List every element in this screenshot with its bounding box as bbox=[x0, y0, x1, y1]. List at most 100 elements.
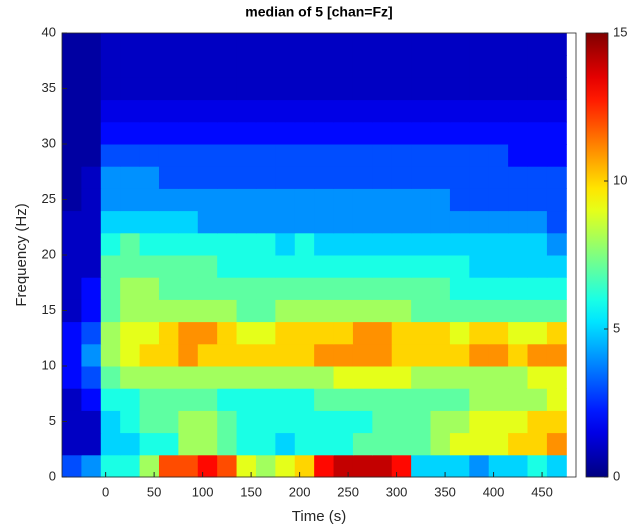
heatmap-cell bbox=[449, 277, 470, 300]
heatmap-cell bbox=[100, 277, 121, 300]
heatmap-cell bbox=[314, 299, 335, 323]
heatmap-cell bbox=[236, 188, 257, 212]
heatmap-cell bbox=[158, 410, 179, 434]
heatmap-cell bbox=[469, 33, 490, 56]
heatmap-cell bbox=[217, 77, 238, 101]
heatmap-cell bbox=[62, 33, 82, 56]
heatmap-cell bbox=[430, 166, 451, 189]
heatmap-cell bbox=[488, 99, 509, 123]
heatmap-cell bbox=[411, 454, 432, 478]
heatmap-cell bbox=[314, 210, 335, 234]
heatmap-cell bbox=[100, 255, 121, 278]
heatmap-cell bbox=[81, 410, 102, 434]
heatmap-cell bbox=[391, 121, 412, 145]
heatmap-cell bbox=[430, 255, 451, 278]
heatmap-cell bbox=[430, 144, 451, 167]
heatmap-cell bbox=[430, 277, 451, 300]
heatmap-cell bbox=[314, 232, 335, 256]
heatmap-cell bbox=[275, 432, 296, 456]
y-tick-label: 20 bbox=[42, 246, 56, 261]
heatmap-cell bbox=[469, 166, 490, 189]
heatmap-cell bbox=[255, 388, 276, 411]
heatmap-cell bbox=[139, 432, 160, 456]
heatmap-cell bbox=[81, 321, 102, 345]
heatmap-cell bbox=[197, 277, 218, 300]
heatmap-cell bbox=[352, 77, 373, 101]
heatmap-cell bbox=[391, 321, 412, 345]
heatmap-cell bbox=[449, 188, 470, 212]
heatmap-cell bbox=[449, 55, 470, 78]
heatmap-cell bbox=[546, 166, 567, 189]
heatmap-cell bbox=[527, 299, 548, 323]
heatmap-cell bbox=[294, 210, 315, 234]
heatmap-cell bbox=[546, 277, 567, 300]
heatmap-cell bbox=[120, 255, 141, 278]
heatmap-cell bbox=[333, 210, 354, 234]
heatmap-cell bbox=[411, 277, 432, 300]
heatmap-cell bbox=[217, 343, 238, 367]
heatmap-cell bbox=[100, 343, 121, 367]
x-tick-label: 400 bbox=[483, 484, 505, 499]
heatmap-cell bbox=[158, 166, 179, 189]
heatmap-cell bbox=[352, 232, 373, 256]
heatmap-cell bbox=[508, 299, 529, 323]
heatmap-cell bbox=[255, 432, 276, 456]
heatmap-cell bbox=[217, 432, 238, 456]
heatmap-cell bbox=[62, 366, 82, 389]
heatmap-cell bbox=[217, 410, 238, 434]
heatmap-cell bbox=[62, 299, 82, 323]
heatmap-cell bbox=[236, 388, 257, 411]
heatmap-cell bbox=[546, 454, 567, 478]
heatmap-cell bbox=[158, 232, 179, 256]
heatmap-cell bbox=[391, 255, 412, 278]
heatmap-cell bbox=[430, 432, 451, 456]
heatmap-cell bbox=[275, 55, 296, 78]
heatmap-cell bbox=[333, 454, 354, 478]
heatmap-cell bbox=[314, 343, 335, 367]
heatmap-cell bbox=[197, 232, 218, 256]
heatmap-cell bbox=[62, 454, 82, 478]
heatmap-cell bbox=[255, 121, 276, 145]
heatmap-cell bbox=[352, 454, 373, 478]
heatmap-cell bbox=[314, 388, 335, 411]
heatmap-cell bbox=[158, 210, 179, 234]
heatmap-cell bbox=[197, 121, 218, 145]
heatmap-cell bbox=[391, 277, 412, 300]
heatmap-cell bbox=[62, 410, 82, 434]
heatmap-cell bbox=[469, 277, 490, 300]
heatmap-cell bbox=[236, 454, 257, 478]
heatmap-cell bbox=[333, 432, 354, 456]
heatmap-cell bbox=[120, 121, 141, 145]
heatmap-cell bbox=[120, 388, 141, 411]
heatmap-cell bbox=[449, 366, 470, 389]
heatmap-cell bbox=[391, 232, 412, 256]
heatmap-cell bbox=[100, 144, 121, 167]
heatmap-cell bbox=[333, 99, 354, 123]
heatmap-cell bbox=[488, 299, 509, 323]
heatmap-cell bbox=[217, 454, 238, 478]
heatmap-cell bbox=[449, 432, 470, 456]
heatmap-cell bbox=[81, 121, 102, 145]
heatmap-cell bbox=[139, 410, 160, 434]
heatmap-cell bbox=[255, 77, 276, 101]
heatmap-cell bbox=[178, 166, 199, 189]
heatmap-cell bbox=[546, 144, 567, 167]
heatmap-cell bbox=[391, 33, 412, 56]
heatmap-cell bbox=[391, 55, 412, 78]
heatmap-cell bbox=[255, 321, 276, 345]
heatmap-cell bbox=[178, 255, 199, 278]
heatmap-cell bbox=[294, 343, 315, 367]
heatmap-cell bbox=[508, 366, 529, 389]
heatmap-cell bbox=[508, 454, 529, 478]
heatmap-cell bbox=[488, 277, 509, 300]
heatmap-cell bbox=[508, 321, 529, 345]
heatmap-cell bbox=[236, 121, 257, 145]
heatmap-cell bbox=[100, 299, 121, 323]
colorbar bbox=[585, 32, 609, 478]
heatmap-cell bbox=[81, 432, 102, 456]
y-tick-label: 25 bbox=[42, 191, 56, 206]
y-tick-label: 35 bbox=[42, 80, 56, 95]
heatmap-cell bbox=[139, 144, 160, 167]
heatmap-cell bbox=[352, 432, 373, 456]
heatmap-cell bbox=[178, 366, 199, 389]
